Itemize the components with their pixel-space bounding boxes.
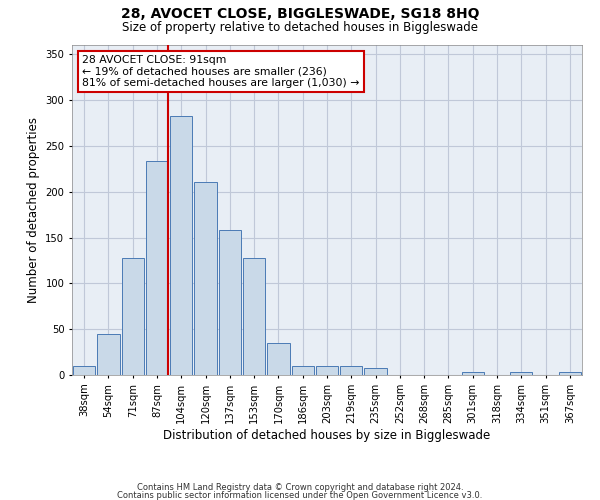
Text: Contains public sector information licensed under the Open Government Licence v3: Contains public sector information licen… <box>118 491 482 500</box>
Bar <box>364 368 387 375</box>
Bar <box>194 182 217 375</box>
Bar <box>267 343 290 375</box>
Bar <box>243 258 265 375</box>
Bar <box>218 230 241 375</box>
Bar <box>73 366 95 375</box>
Bar <box>510 372 532 375</box>
Y-axis label: Number of detached properties: Number of detached properties <box>27 117 40 303</box>
Bar <box>559 372 581 375</box>
Bar <box>316 366 338 375</box>
Text: 28 AVOCET CLOSE: 91sqm
← 19% of detached houses are smaller (236)
81% of semi-de: 28 AVOCET CLOSE: 91sqm ← 19% of detached… <box>82 55 359 88</box>
Bar <box>461 372 484 375</box>
Bar <box>340 366 362 375</box>
Text: Size of property relative to detached houses in Biggleswade: Size of property relative to detached ho… <box>122 21 478 34</box>
Bar <box>292 366 314 375</box>
Bar <box>146 162 168 375</box>
Text: Contains HM Land Registry data © Crown copyright and database right 2024.: Contains HM Land Registry data © Crown c… <box>137 484 463 492</box>
Text: 28, AVOCET CLOSE, BIGGLESWADE, SG18 8HQ: 28, AVOCET CLOSE, BIGGLESWADE, SG18 8HQ <box>121 8 479 22</box>
Bar <box>122 258 144 375</box>
Bar <box>97 334 119 375</box>
Bar <box>170 116 193 375</box>
X-axis label: Distribution of detached houses by size in Biggleswade: Distribution of detached houses by size … <box>163 428 491 442</box>
